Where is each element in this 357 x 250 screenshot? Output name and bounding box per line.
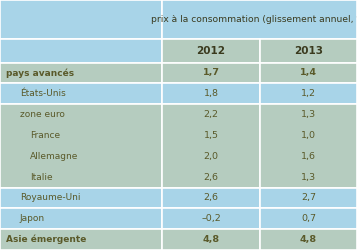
Bar [260,229,357,250]
Text: 2012: 2012 [196,46,226,56]
Bar [162,208,260,229]
Text: zone euro: zone euro [20,110,65,119]
Bar [0,188,162,208]
Text: Royaume-Uni: Royaume-Uni [20,194,80,202]
Text: 2,0: 2,0 [203,152,218,161]
Text: 1,0: 1,0 [301,131,316,140]
Text: –0,2: –0,2 [201,214,221,223]
Text: Japon: Japon [20,214,45,223]
Bar [260,62,357,83]
Text: Allemagne: Allemagne [30,152,79,161]
Text: 1,7: 1,7 [202,68,220,78]
Text: 1,3: 1,3 [301,172,316,182]
Bar [0,208,162,229]
Text: 1,4: 1,4 [300,68,317,78]
Bar [162,188,260,208]
Text: 2013: 2013 [294,46,323,56]
Bar [0,39,162,62]
Bar [162,39,260,62]
Text: 2,6: 2,6 [203,194,218,202]
Bar [162,62,260,83]
Bar [162,229,260,250]
Text: Italie: Italie [30,172,53,182]
Bar [260,104,357,188]
Text: pays avancés: pays avancés [6,68,75,78]
Bar [0,229,162,250]
Bar [0,83,162,104]
Bar [260,83,357,104]
Text: 1,3: 1,3 [301,110,316,119]
Text: France: France [30,131,60,140]
Bar [260,208,357,229]
Text: prix à la consommation (glissement annuel, %): prix à la consommation (glissement annue… [151,15,357,24]
Text: 2,6: 2,6 [203,172,218,182]
Text: 2,7: 2,7 [301,194,316,202]
Bar [0,0,162,39]
Text: États-Unis: États-Unis [20,89,65,98]
Bar [162,0,357,39]
Text: Asie émergente: Asie émergente [6,235,87,244]
Text: 1,6: 1,6 [301,152,316,161]
Text: 1,5: 1,5 [203,131,218,140]
Bar [0,104,162,188]
Text: 2,2: 2,2 [203,110,218,119]
Text: 4,8: 4,8 [202,235,220,244]
Bar [162,83,260,104]
Text: 4,8: 4,8 [300,235,317,244]
Bar [260,188,357,208]
Bar [162,104,260,188]
Text: 0,7: 0,7 [301,214,316,223]
Text: 1,8: 1,8 [203,89,218,98]
Text: 1,2: 1,2 [301,89,316,98]
Bar [260,39,357,62]
Bar [0,62,162,83]
